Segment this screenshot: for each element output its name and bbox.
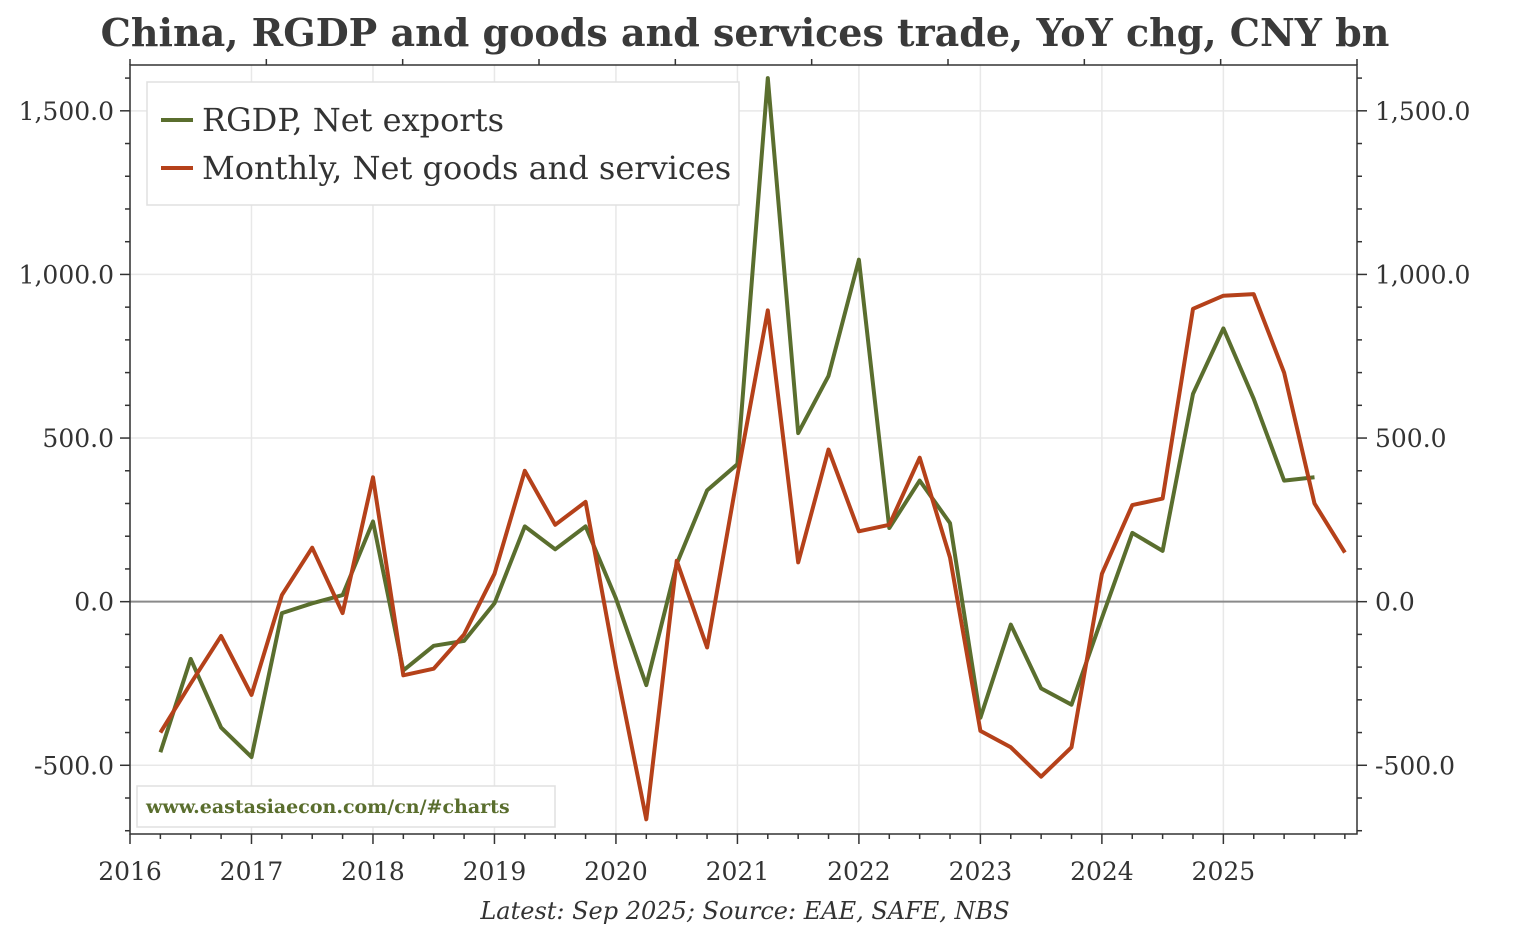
x-axis-labels: 2016 2017 2018 2019 2020 2021 2022 2023 2024 2025	[98, 857, 1255, 886]
x-tick-label: 2016	[98, 857, 162, 886]
x-tick-label: 2019	[463, 857, 527, 886]
watermark: www.eastasiaecon.com/cn/#charts	[136, 785, 556, 828]
y-tick-label-left: -500.0	[34, 751, 114, 780]
legend: RGDP, Net exports Monthly, Net goods and…	[146, 81, 740, 206]
y-tick-label-left: 1,000.0	[19, 260, 114, 289]
watermark-box	[136, 785, 556, 828]
x-tick-label: 2020	[584, 857, 648, 886]
y-axis-labels-left: -500.0 0.0 500.0 1,000.0 1,500.0	[19, 97, 114, 780]
x-tick-label: 2022	[827, 857, 891, 886]
chart-title: China, RGDP and goods and services trade…	[100, 10, 1390, 55]
plot-frame	[129, 64, 1358, 835]
y-tick-label-left: 1,500.0	[19, 97, 114, 126]
y-tick-label-right: 1,500.0	[1375, 97, 1470, 126]
x-tick-label: 2021	[706, 857, 770, 886]
series-line-1	[158, 292, 1347, 822]
x-tick-label: 2018	[341, 857, 405, 886]
y-tick-label-right: -500.0	[1375, 751, 1455, 780]
y-tick-label-right: 0.0	[1375, 588, 1415, 617]
x-tick-label: 2024	[1070, 857, 1134, 886]
legend-label-monthly: Monthly, Net goods and services	[202, 149, 731, 187]
legend-label-rgdp: RGDP, Net exports	[202, 101, 504, 139]
y-tick-label-right: 1,000.0	[1375, 260, 1470, 289]
watermark-text: www.eastasiaecon.com/cn/#charts	[145, 796, 510, 818]
y-axis-labels-right: -500.0 0.0 500.0 1,000.0 1,500.0	[1375, 97, 1470, 780]
y-tick-label-left: 500.0	[42, 424, 114, 453]
x-tick-label: 2023	[949, 857, 1013, 886]
source-footer: Latest: Sep 2025; Source: EAE, SAFE, NBS	[479, 897, 1009, 925]
x-tick-label: 2025	[1192, 857, 1256, 886]
x-tick-label: 2017	[220, 857, 284, 886]
series-layer	[158, 76, 1347, 822]
y-tick-label-right: 500.0	[1375, 424, 1447, 453]
ticks-layer	[120, 59, 1367, 844]
y-tick-label-left: 0.0	[74, 588, 114, 617]
legend-box	[146, 81, 740, 206]
